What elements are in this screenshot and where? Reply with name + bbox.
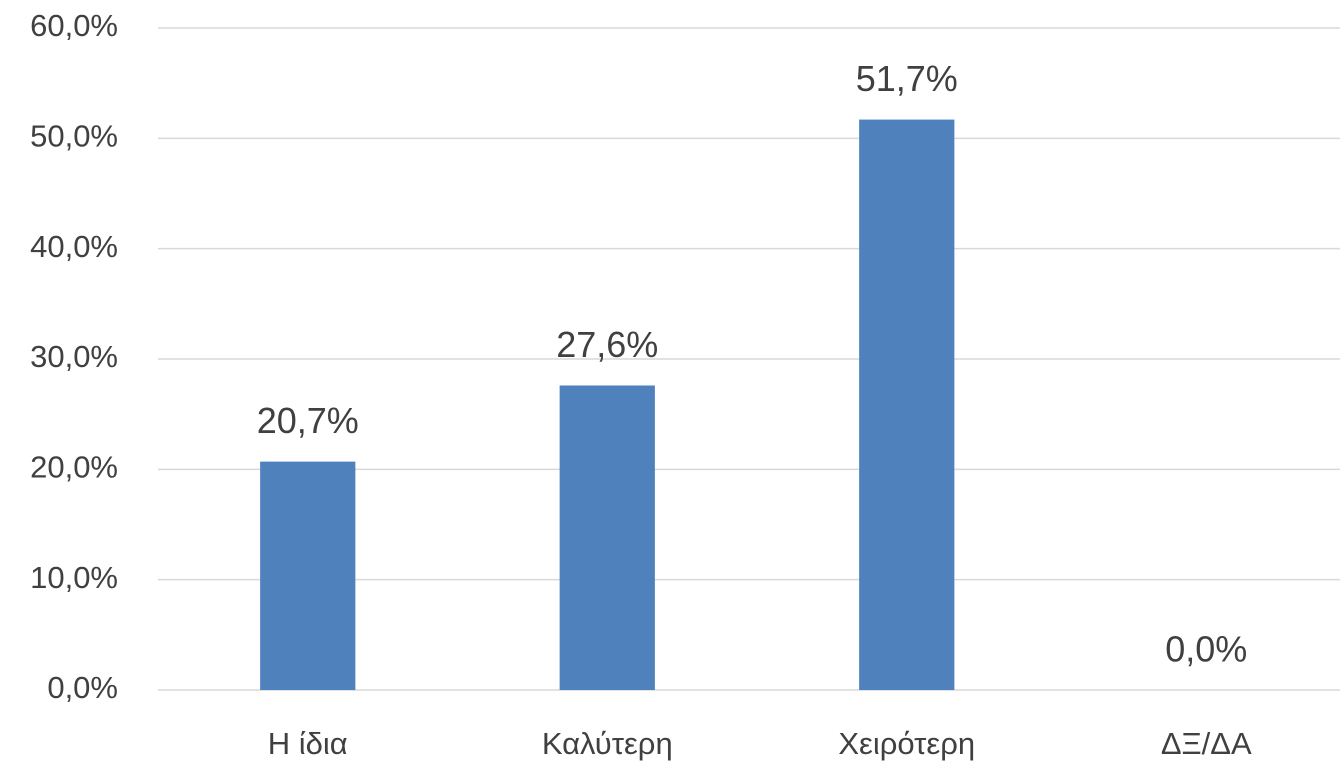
x-tick-label: Καλύτερη	[542, 726, 673, 761]
bar	[260, 461, 356, 690]
y-tick-label: 20,0%	[30, 450, 118, 485]
y-tick-label: 40,0%	[30, 229, 118, 264]
x-tick-label: ΔΞ/ΔΑ	[1161, 726, 1252, 761]
y-tick-label: 10,0%	[30, 560, 118, 595]
y-tick-label: 50,0%	[30, 119, 118, 154]
data-label: 51,7%	[856, 58, 958, 99]
y-tick-label: 60,0%	[30, 8, 118, 43]
bar	[559, 385, 655, 690]
data-label: 20,7%	[257, 400, 359, 441]
y-tick-label: 30,0%	[30, 339, 118, 374]
x-tick-label: Η ίδια	[268, 726, 348, 761]
bar	[859, 119, 955, 691]
data-label: 0,0%	[1165, 629, 1247, 670]
y-tick-label: 0,0%	[47, 670, 118, 705]
data-label: 27,6%	[556, 324, 658, 365]
x-tick-label: Χειρότερη	[838, 726, 975, 761]
